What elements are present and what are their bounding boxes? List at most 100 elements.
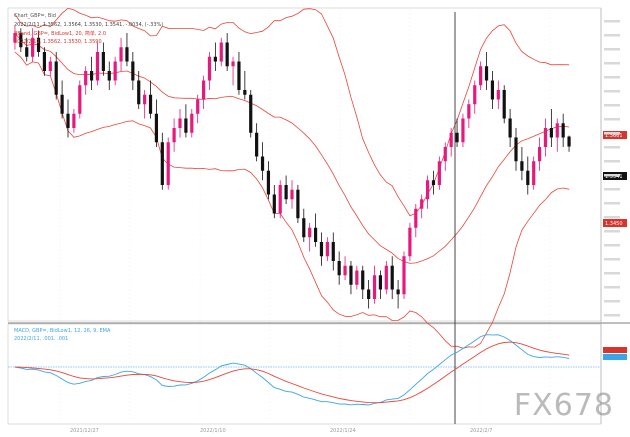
candle <box>19 28 23 52</box>
candle <box>190 109 194 138</box>
candle <box>125 33 129 67</box>
price-tick <box>604 188 620 191</box>
candle <box>378 270 383 299</box>
date-tick-label: 2022/1/10 <box>200 428 226 434</box>
candle <box>408 223 412 261</box>
candle <box>367 280 371 309</box>
date-tick-label: 2022/2/7 <box>470 428 492 434</box>
candle <box>154 99 159 147</box>
date-axis: 2021/12/27 2022/1/10 2022/1/24 2022/2/7 <box>70 428 492 434</box>
candle <box>484 52 489 90</box>
candle <box>496 80 500 109</box>
price-tick <box>604 76 620 79</box>
price-tick <box>604 258 620 261</box>
candle <box>296 185 300 223</box>
price-tick <box>604 314 620 317</box>
candle <box>372 265 377 304</box>
candle <box>278 180 282 219</box>
candlestick-series <box>13 25 571 309</box>
candle <box>207 52 212 90</box>
candle <box>431 170 436 195</box>
candle <box>31 28 35 62</box>
candle <box>107 61 111 90</box>
price-tick <box>604 34 620 37</box>
candle <box>201 75 206 109</box>
macd-axis-labels <box>603 347 627 360</box>
price-tick <box>604 146 620 149</box>
candle <box>13 25 17 50</box>
price-tick <box>604 104 620 107</box>
candle <box>526 156 530 195</box>
candle <box>219 37 223 67</box>
upper-band-label: 1.3661 <box>603 131 627 139</box>
middle-band <box>14 32 570 264</box>
candle <box>414 204 418 238</box>
candle <box>54 52 58 100</box>
candle <box>325 237 329 261</box>
candle <box>284 175 288 204</box>
candle <box>213 42 217 71</box>
bband-values: 2022/2/11, 1.3562, 1.3530, 1.3590 <box>14 39 102 45</box>
candle <box>555 118 559 152</box>
upper-band <box>14 7 570 217</box>
candle <box>255 123 259 162</box>
candle <box>355 265 359 290</box>
candle <box>119 37 123 71</box>
candle <box>437 156 441 190</box>
price-tick <box>604 202 620 205</box>
macd-line <box>14 334 570 406</box>
candle <box>449 128 453 157</box>
candle <box>231 56 235 86</box>
candle <box>72 109 76 133</box>
date-tick-label: 2021/12/27 <box>70 428 99 434</box>
candle <box>84 66 88 95</box>
candle <box>48 56 52 76</box>
candle <box>66 99 70 138</box>
price-tick <box>604 300 620 303</box>
candle <box>184 104 188 138</box>
price-tick <box>604 90 620 93</box>
watermark-logo: FX678 <box>513 388 614 423</box>
macd-values: 2022/2/11, .001, .001 <box>14 336 68 342</box>
candle <box>543 118 548 157</box>
svg-text:1.3450: 1.3450 <box>605 221 623 227</box>
candle <box>567 135 571 152</box>
candle <box>113 56 117 86</box>
candle <box>237 52 241 95</box>
price-tick <box>604 62 620 65</box>
candle <box>137 71 141 109</box>
candle <box>302 208 306 242</box>
candle <box>243 71 247 100</box>
price-tick <box>604 286 620 289</box>
candle <box>308 223 312 252</box>
candle <box>467 99 471 128</box>
candle <box>131 52 135 90</box>
candle <box>455 118 459 147</box>
price-axis-ticks <box>604 20 620 317</box>
candle <box>479 61 483 90</box>
candle <box>561 113 565 147</box>
symbol-line: Chart_GBP=, Bid <box>14 13 56 19</box>
candle <box>78 80 82 119</box>
price-tick <box>604 48 620 51</box>
bollinger-bands <box>14 7 570 349</box>
candle <box>508 109 512 147</box>
price-tick <box>604 216 620 219</box>
candle <box>520 147 524 181</box>
candle <box>166 137 170 190</box>
svg-text:1.3661: 1.3661 <box>605 133 623 139</box>
candle <box>537 137 542 171</box>
candle <box>349 261 353 295</box>
price-tick <box>604 160 620 163</box>
candle <box>425 175 430 209</box>
candle <box>420 194 424 219</box>
candle <box>319 232 324 266</box>
lower-band-label: 1.3450 <box>603 219 627 227</box>
candle <box>532 156 536 190</box>
candle <box>95 42 100 86</box>
candle <box>490 71 495 109</box>
candle <box>160 132 164 190</box>
candle <box>143 90 147 119</box>
candle <box>272 185 276 219</box>
